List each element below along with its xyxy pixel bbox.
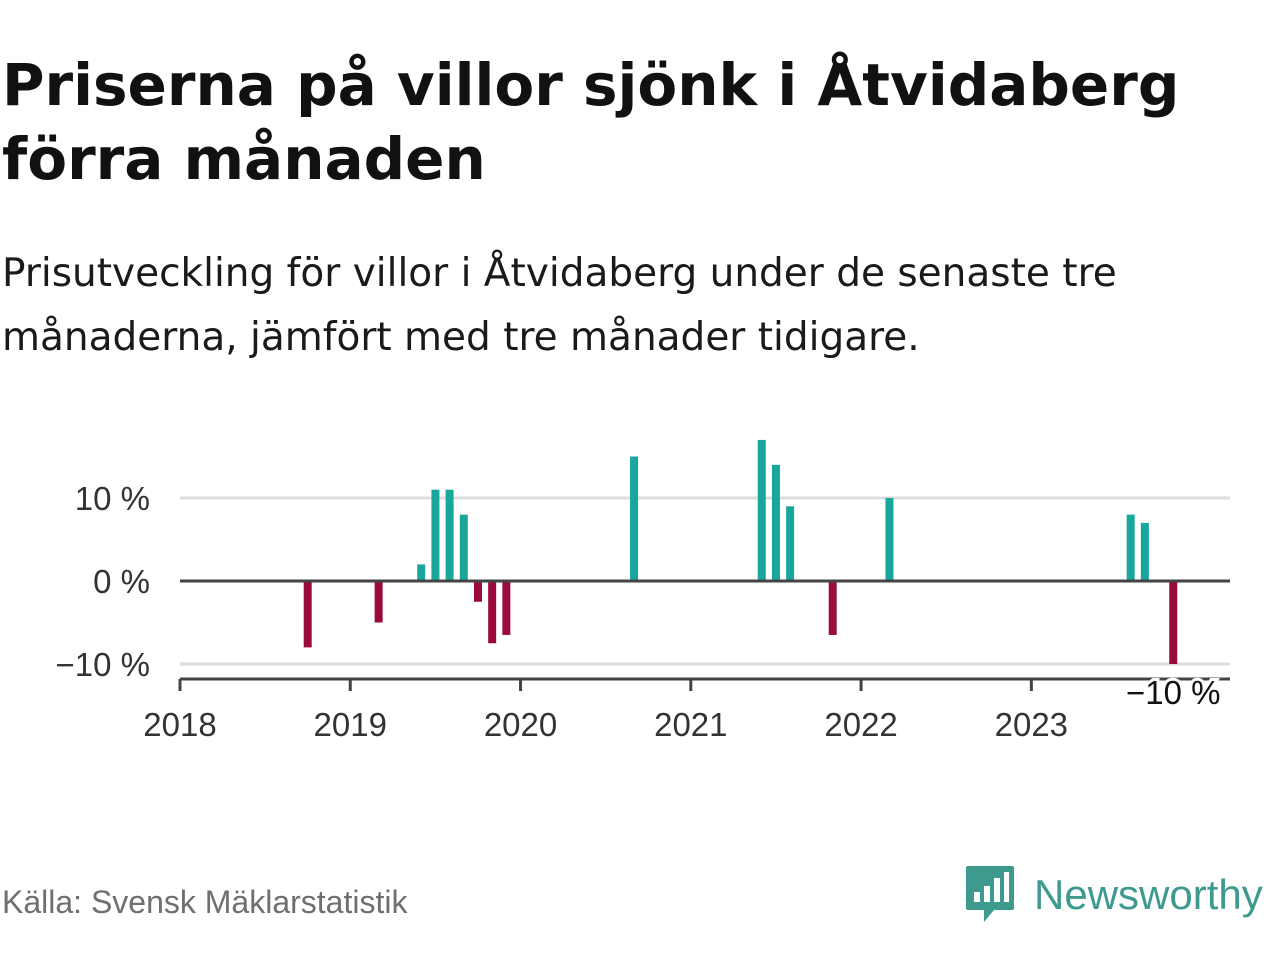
- bar: [473, 581, 482, 602]
- source-note: Källa: Svensk Mäklarstatistik: [2, 884, 408, 920]
- brand-name: Newsworthy: [1034, 871, 1263, 918]
- x-tick-label: 2020: [484, 706, 557, 743]
- x-tick-label: 2022: [824, 706, 897, 743]
- bar: [502, 581, 511, 635]
- x-tick-label: 2018: [143, 706, 216, 743]
- bar: [488, 581, 497, 644]
- bar: [885, 498, 894, 581]
- bar: [771, 464, 780, 581]
- bar: [374, 581, 383, 623]
- annotation-label: −10 %: [1126, 674, 1221, 711]
- brand-logo: Newsworthy: [964, 864, 1263, 926]
- chart-title: Priserna på villor sjönk i Åtvidaberg fö…: [2, 51, 1180, 193]
- y-tick-label: 0 %: [93, 563, 150, 600]
- bar: [786, 506, 795, 581]
- x-tick-label: 2021: [654, 706, 727, 743]
- bar: [303, 581, 312, 648]
- bar: [757, 439, 766, 581]
- x-tick-label: 2019: [314, 706, 387, 743]
- x-axis: 2018 2019 2020 2021 2022 2023: [143, 579, 1230, 743]
- chart-subtitle: Prisutveckling för villor i Åtvidaberg u…: [2, 251, 1117, 360]
- y-axis-ticks: −10 % 0 % 10 %: [56, 480, 151, 683]
- bar: [1140, 522, 1149, 581]
- bars: [303, 439, 1178, 664]
- bar: [417, 564, 426, 581]
- bar-chart: −10 % 0 % 10 % 2018 2019 2020 2021 2022 2023 −1…: [56, 439, 1230, 743]
- bar: [828, 581, 837, 635]
- bar: [630, 456, 639, 581]
- bar: [431, 489, 440, 581]
- bar: [1126, 514, 1135, 581]
- annotations: −10 %: [1123, 671, 1224, 714]
- y-tick-label: 10 %: [75, 480, 150, 517]
- y-tick-label: −10 %: [56, 646, 151, 683]
- bar: [445, 489, 454, 581]
- bar: [1169, 581, 1178, 664]
- grid-lines: [180, 496, 1230, 666]
- bar-chart-speech-bubble-icon: [966, 866, 1014, 922]
- bar: [459, 514, 468, 581]
- x-tick-label: 2023: [995, 706, 1068, 743]
